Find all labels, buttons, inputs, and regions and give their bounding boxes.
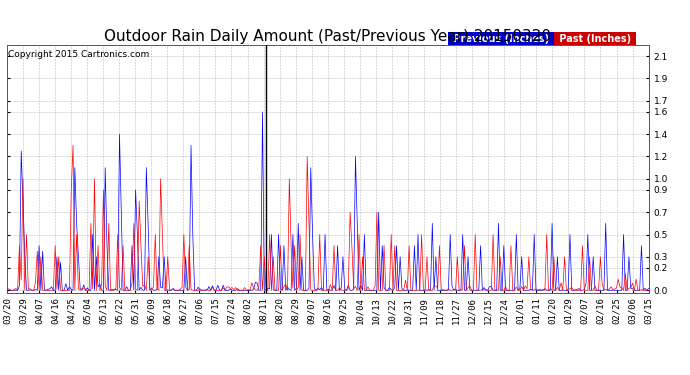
Title: Outdoor Rain Daily Amount (Past/Previous Year) 20150320: Outdoor Rain Daily Amount (Past/Previous… (104, 29, 551, 44)
Text: Copyright 2015 Cartronics.com: Copyright 2015 Cartronics.com (8, 50, 149, 59)
Text: Past (Inches): Past (Inches) (555, 34, 634, 44)
Text: Previous (Inches): Previous (Inches) (450, 34, 552, 44)
